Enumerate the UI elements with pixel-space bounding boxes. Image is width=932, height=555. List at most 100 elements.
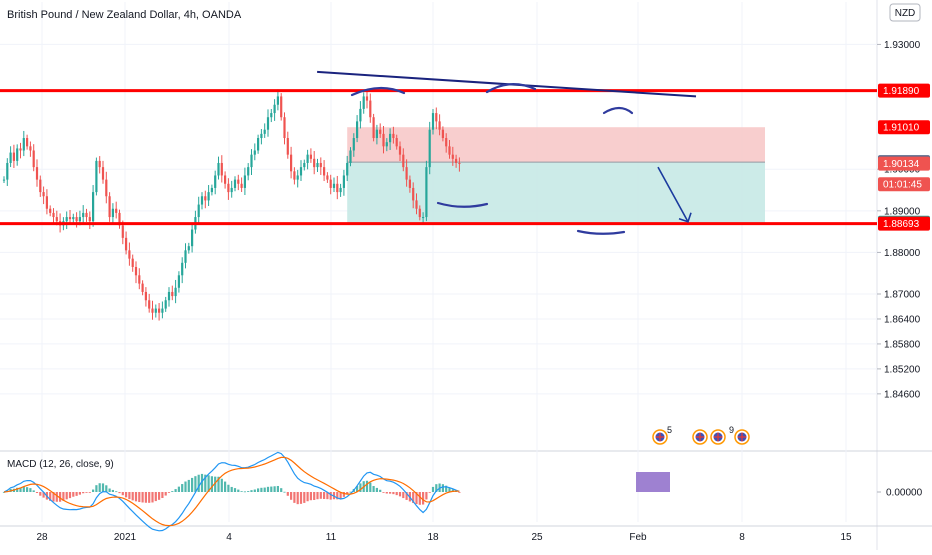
candle-body xyxy=(385,142,388,147)
candle xyxy=(233,176,237,192)
candle-body xyxy=(49,208,52,213)
candle-body xyxy=(375,129,378,139)
candle xyxy=(164,296,167,312)
candle xyxy=(405,159,408,187)
candle xyxy=(141,280,144,296)
candle-body xyxy=(270,113,273,118)
macd-histogram-bar xyxy=(187,479,190,492)
macd-histogram-bar xyxy=(108,488,111,492)
candle-body xyxy=(197,204,200,218)
flag-icon xyxy=(652,429,668,445)
candle-body xyxy=(111,208,114,218)
candle xyxy=(359,101,362,129)
candle xyxy=(200,192,204,210)
candle xyxy=(458,157,461,172)
candle-body xyxy=(121,225,124,238)
candle-body xyxy=(29,146,32,151)
candle-body xyxy=(329,179,332,188)
macd-pane: 0.00000 xyxy=(2,451,923,532)
candle-body xyxy=(418,208,421,218)
x-tick-label: 28 xyxy=(36,532,48,543)
candle-body xyxy=(319,162,322,168)
candle-body xyxy=(88,217,91,222)
candle-body xyxy=(105,179,108,197)
candle-body xyxy=(167,291,171,301)
candle-body xyxy=(154,308,157,313)
candle xyxy=(392,126,395,144)
macd-histogram-bar xyxy=(22,486,25,492)
event-count: 5 xyxy=(667,425,672,435)
candle-body xyxy=(227,183,230,193)
candle xyxy=(26,134,29,150)
candle-body xyxy=(108,196,111,218)
candle xyxy=(144,287,147,307)
macd-histogram-bar xyxy=(349,491,352,493)
flag-icon xyxy=(734,429,750,445)
price-tag-box xyxy=(878,120,930,135)
swing-arc xyxy=(485,83,537,94)
candle xyxy=(128,242,131,266)
candle xyxy=(19,142,22,159)
candle xyxy=(148,293,151,313)
macd-histogram-bar xyxy=(425,492,428,500)
price-tag-label: 1.91010 xyxy=(883,123,920,134)
candle-body xyxy=(217,162,220,176)
candle xyxy=(95,157,98,196)
candle xyxy=(316,158,319,172)
candle-body xyxy=(316,162,319,168)
candle-body xyxy=(362,96,365,109)
macd-histogram-bar xyxy=(448,487,451,492)
candle xyxy=(276,89,279,111)
macd-histogram-bar xyxy=(16,487,19,492)
macd-histogram-bar xyxy=(379,489,382,492)
macd-histogram-bar xyxy=(191,477,194,492)
candle-body xyxy=(55,217,58,222)
macd-histogram-bar xyxy=(415,492,418,505)
event-count: 9 xyxy=(729,425,734,435)
candle-body xyxy=(9,152,12,163)
candle xyxy=(217,156,220,180)
macd-histogram-bar xyxy=(29,488,32,492)
candle-body xyxy=(398,146,402,155)
macd-histogram-bar xyxy=(158,492,161,500)
currency-button[interactable]: NZD xyxy=(889,3,921,22)
position-zones xyxy=(347,127,765,223)
y-tick-label: 1.93000 xyxy=(884,40,921,51)
macd-histogram-bar xyxy=(306,492,309,502)
macd-histogram-bar xyxy=(428,492,431,493)
macd-histogram-bar xyxy=(101,483,105,492)
candle xyxy=(445,133,448,153)
candle xyxy=(115,201,118,219)
x-tick-label: 18 xyxy=(427,532,439,543)
candle xyxy=(191,224,194,253)
candle xyxy=(125,231,128,255)
candle xyxy=(224,171,227,189)
candle xyxy=(382,126,385,154)
macd-histogram-bar xyxy=(138,492,141,503)
candle-body xyxy=(296,175,299,180)
candle xyxy=(329,174,332,195)
candle xyxy=(35,159,39,187)
candle-body xyxy=(214,175,217,188)
macd-histogram-bar xyxy=(26,487,29,492)
macd-histogram-bar xyxy=(342,492,345,497)
candle xyxy=(158,302,161,321)
candle-body xyxy=(98,160,101,168)
candle xyxy=(12,144,15,168)
candle-body xyxy=(293,171,296,180)
candle xyxy=(349,147,352,167)
macd-histogram-bar xyxy=(392,492,395,495)
candle xyxy=(250,149,253,175)
y-tick-label: 1.86400 xyxy=(884,314,921,325)
candle-body xyxy=(422,217,425,219)
candle-body xyxy=(204,196,207,201)
candle-body xyxy=(428,129,431,168)
price-tag-box xyxy=(878,216,930,231)
candle xyxy=(171,285,174,301)
candle xyxy=(108,192,111,222)
projection-arrow-line xyxy=(657,166,689,223)
candle-body xyxy=(243,175,246,188)
candle xyxy=(214,170,217,195)
candle-body xyxy=(16,148,19,161)
